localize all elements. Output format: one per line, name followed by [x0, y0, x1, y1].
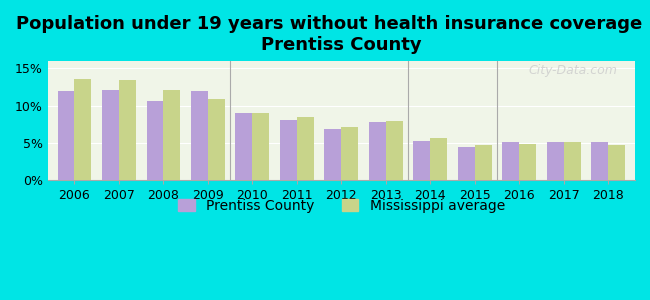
- Bar: [475, 145, 492, 180]
- Bar: [502, 142, 519, 180]
- Legend: Prentiss County, Mississippi average: Prentiss County, Mississippi average: [172, 194, 510, 218]
- Bar: [75, 79, 92, 180]
- Bar: [430, 138, 447, 180]
- Bar: [235, 113, 252, 180]
- Bar: [369, 122, 386, 180]
- Bar: [547, 142, 564, 180]
- Bar: [297, 117, 314, 180]
- Bar: [280, 120, 297, 180]
- Bar: [57, 92, 75, 180]
- Bar: [208, 99, 225, 180]
- Text: City-Data.com: City-Data.com: [528, 64, 618, 77]
- Bar: [191, 92, 208, 180]
- Bar: [519, 144, 536, 180]
- Bar: [163, 90, 180, 180]
- Bar: [413, 141, 430, 180]
- Bar: [592, 142, 608, 180]
- Title: Population under 19 years without health insurance coverage in
Prentiss County: Population under 19 years without health…: [16, 15, 650, 54]
- Bar: [324, 129, 341, 180]
- Bar: [119, 80, 136, 180]
- Bar: [564, 142, 580, 180]
- Bar: [146, 101, 163, 180]
- Bar: [102, 90, 119, 180]
- Bar: [608, 145, 625, 180]
- Bar: [341, 127, 358, 180]
- Bar: [252, 113, 269, 180]
- Bar: [458, 147, 475, 180]
- Bar: [386, 121, 403, 180]
